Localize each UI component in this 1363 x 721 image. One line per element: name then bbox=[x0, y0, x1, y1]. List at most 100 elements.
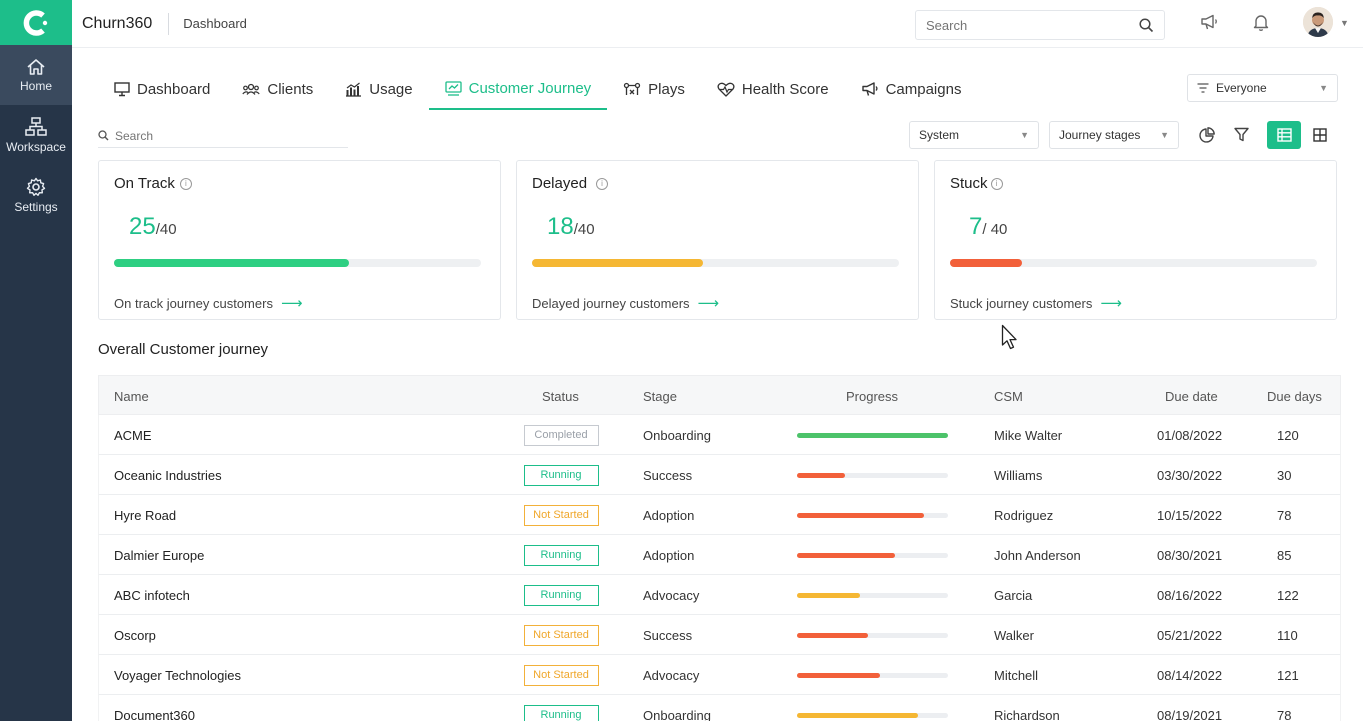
card-stuck: Stuck i 7/ 40 Stuck journey customers ⟶ bbox=[934, 160, 1337, 320]
cell-stage: Success bbox=[643, 467, 693, 483]
user-avatar[interactable] bbox=[1303, 7, 1333, 37]
cell-due-date: 10/15/2022 bbox=[1157, 507, 1223, 523]
chevron-down-icon[interactable]: ▼ bbox=[1340, 18, 1349, 28]
tab-dashboard[interactable]: Dashboard bbox=[98, 68, 226, 110]
table-row[interactable]: Oceanic Industries Running Success Williams… bbox=[98, 455, 1341, 495]
tab-usage[interactable]: Usage bbox=[329, 68, 428, 110]
cell-progress bbox=[797, 495, 948, 535]
table-row[interactable]: Dalmier Europe Running Adoption John Anders… bbox=[98, 535, 1341, 575]
column-header-progress[interactable]: Progress bbox=[846, 388, 899, 404]
card-link[interactable]: On track journey customers ⟶ bbox=[114, 294, 302, 312]
table-row[interactable]: Document360 Running Onboarding Richardson 08… bbox=[98, 695, 1341, 721]
column-header-due-days[interactable]: Due days bbox=[1267, 388, 1322, 404]
journey-search-input[interactable] bbox=[115, 128, 315, 143]
column-header-name[interactable]: Name bbox=[114, 388, 149, 404]
card-link-text: On track journey customers bbox=[114, 295, 273, 311]
tab-clients[interactable]: Clients bbox=[226, 68, 329, 110]
tab-health-score[interactable]: Health Score bbox=[701, 68, 845, 110]
table-row[interactable]: Voyager Technologies Not Started Advocacy M… bbox=[98, 655, 1341, 695]
table-row[interactable]: Hyre Road Not Started Adoption Rodriguez 10/… bbox=[98, 495, 1341, 535]
card-title: Stuck i bbox=[950, 175, 1003, 192]
users-icon bbox=[242, 83, 261, 95]
filter-icon[interactable] bbox=[1234, 127, 1249, 142]
logo-icon bbox=[23, 9, 48, 36]
card-delayed: Delayed i 18/40 Delayed journey customer… bbox=[516, 160, 919, 320]
cell-csm: Walker bbox=[994, 627, 1034, 643]
card-link-text: Stuck journey customers bbox=[950, 295, 1093, 311]
cell-name[interactable]: Voyager Technologies bbox=[114, 667, 241, 683]
breadcrumb[interactable]: Dashboard bbox=[183, 16, 247, 31]
sidebar-item-label: Home bbox=[19, 78, 52, 93]
churn360-logo[interactable] bbox=[0, 0, 72, 45]
cell-due-days: 121 bbox=[1277, 667, 1299, 683]
info-icon[interactable]: i bbox=[596, 177, 609, 190]
cell-csm: Richardson bbox=[994, 707, 1060, 721]
cell-due-date: 08/19/2021 bbox=[1157, 707, 1223, 721]
system-select-value: System bbox=[919, 128, 960, 142]
sidebar-item-home[interactable]: Home bbox=[0, 45, 72, 105]
announcement-icon[interactable] bbox=[1199, 13, 1219, 31]
tab-label: Dashboard bbox=[137, 80, 211, 98]
plays-icon bbox=[624, 82, 641, 95]
table-row[interactable]: Oscorp Not Started Success Walker 05/21/2022… bbox=[98, 615, 1341, 655]
cell-name[interactable]: ABC infotech bbox=[114, 587, 190, 603]
table-row[interactable]: ACME Completed Onboarding Mike Walter 01/08/… bbox=[98, 415, 1341, 455]
card-link[interactable]: Stuck journey customers ⟶ bbox=[950, 294, 1122, 312]
info-icon[interactable]: i bbox=[990, 177, 1003, 190]
row-progress-bar bbox=[797, 672, 948, 678]
status-badge: Running bbox=[523, 464, 599, 486]
cell-name[interactable]: Hyre Road bbox=[114, 507, 177, 523]
global-search-input[interactable] bbox=[926, 17, 1139, 33]
system-select[interactable]: System ▼ bbox=[909, 121, 1039, 149]
pie-chart-icon[interactable] bbox=[1199, 127, 1215, 143]
arrow-right-icon: ⟶ bbox=[280, 295, 303, 312]
column-header-due-date[interactable]: Due date bbox=[1165, 388, 1218, 404]
status-badge: Not Started bbox=[523, 624, 599, 646]
cell-csm: Garcia bbox=[994, 587, 1033, 603]
cell-stage: Advocacy bbox=[643, 587, 700, 603]
tab-customer-journey[interactable]: Customer Journey bbox=[428, 68, 608, 110]
megaphone-icon bbox=[861, 82, 878, 96]
list-view-button[interactable] bbox=[1267, 121, 1301, 149]
main-tabs: Dashboard Clients Usage bbox=[98, 68, 977, 111]
sitemap-icon bbox=[25, 116, 47, 136]
card-count-total: /40 bbox=[573, 221, 595, 238]
audience-filter-select[interactable]: Everyone ▼ bbox=[1187, 74, 1338, 102]
cell-name[interactable]: Dalmier Europe bbox=[114, 547, 205, 563]
column-header-csm[interactable]: CSM bbox=[994, 388, 1023, 404]
row-progress-bar bbox=[797, 592, 948, 598]
cell-stage: Advocacy bbox=[643, 667, 700, 683]
card-link[interactable]: Delayed journey customers ⟶ bbox=[532, 294, 719, 312]
cell-name[interactable]: Oceanic Industries bbox=[114, 467, 222, 483]
bell-icon[interactable] bbox=[1252, 13, 1270, 32]
journey-stages-select[interactable]: Journey stages ▼ bbox=[1049, 121, 1179, 149]
card-progress-fill bbox=[114, 259, 349, 267]
sidebar-item-settings[interactable]: Settings bbox=[0, 165, 72, 225]
column-header-stage[interactable]: Stage bbox=[643, 388, 677, 404]
journey-icon bbox=[444, 80, 462, 96]
tab-campaigns[interactable]: Campaigns bbox=[845, 68, 978, 110]
grid-view-button[interactable] bbox=[1303, 121, 1337, 149]
cell-name[interactable]: Oscorp bbox=[114, 627, 156, 643]
status-badge: Not Started bbox=[523, 504, 599, 526]
sidebar-item-workspace[interactable]: Workspace bbox=[0, 105, 72, 165]
cell-due-date: 05/21/2022 bbox=[1157, 627, 1223, 643]
cell-name[interactable]: Document360 bbox=[114, 707, 195, 721]
cell-progress bbox=[797, 655, 948, 695]
card-title: On Track i bbox=[114, 175, 192, 192]
cell-due-date: 03/30/2022 bbox=[1157, 467, 1223, 483]
cell-name[interactable]: ACME bbox=[114, 427, 152, 443]
search-icon[interactable] bbox=[1139, 17, 1154, 33]
row-progress-fill bbox=[797, 432, 948, 438]
cell-status: Running bbox=[523, 695, 599, 721]
column-header-status[interactable]: Status bbox=[542, 388, 579, 404]
journey-search bbox=[98, 124, 348, 148]
cell-due-days: 30 bbox=[1277, 467, 1292, 483]
tab-label: Plays bbox=[648, 80, 685, 98]
info-icon[interactable]: i bbox=[179, 177, 192, 190]
table-row[interactable]: ABC infotech Running Advocacy Garcia 08/16/2… bbox=[98, 575, 1341, 615]
tab-plays[interactable]: Plays bbox=[607, 68, 701, 110]
cell-progress bbox=[797, 535, 948, 575]
status-badge: Running bbox=[523, 544, 599, 566]
